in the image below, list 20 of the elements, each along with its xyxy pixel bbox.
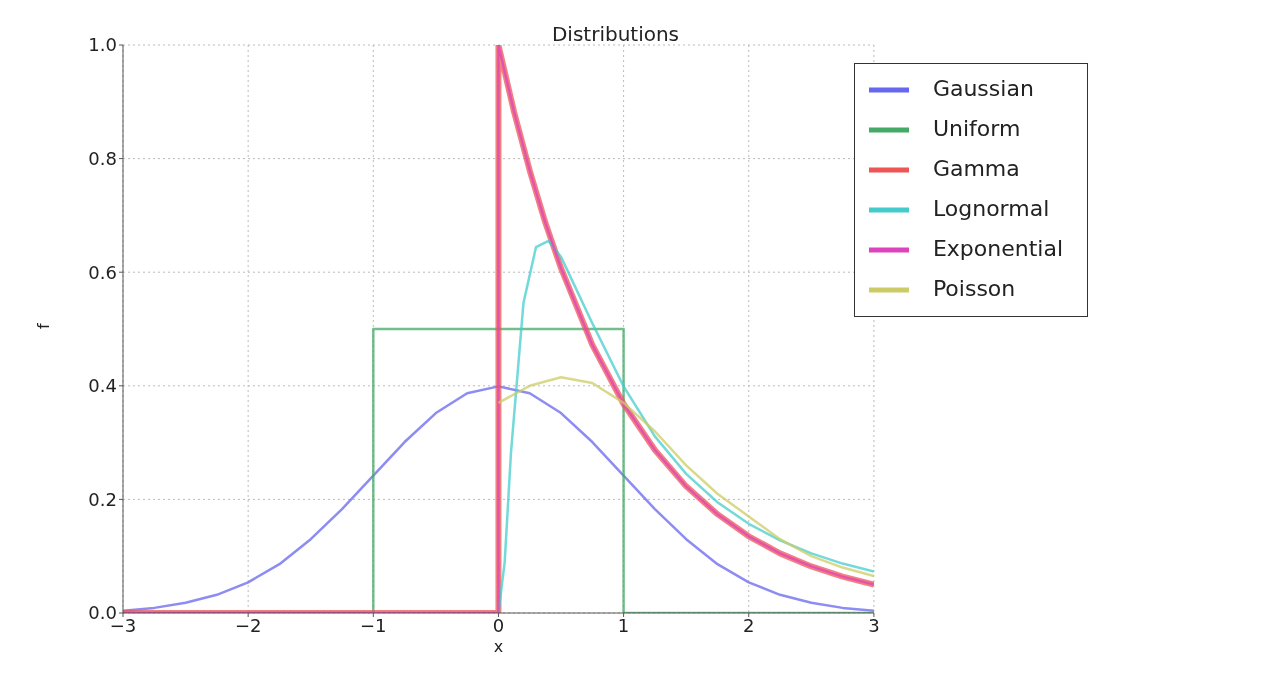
x-tick-label: 2	[743, 614, 755, 636]
x-tick-label: 0	[492, 614, 505, 636]
y-tick-label: 0.4	[88, 375, 117, 397]
legend-label: Poisson	[932, 276, 1016, 301]
legend-label: Exponential	[932, 236, 1063, 261]
x-tick-label: −1	[360, 614, 387, 636]
legend-label: Gamma	[932, 156, 1020, 181]
y-tick-label: 0.6	[88, 261, 117, 283]
chart-title: Distributions	[550, 22, 681, 46]
x-axis-title: x	[493, 637, 504, 656]
x-tick-label: 3	[868, 614, 880, 636]
legend-label: Uniform	[932, 116, 1021, 141]
legend-label: Gaussian	[932, 76, 1034, 101]
y-tick-label: 1.0	[88, 34, 117, 56]
y-tick-label: 0.8	[88, 147, 117, 169]
legend-label: Lognormal	[932, 196, 1050, 221]
y-tick-label: 0.2	[88, 488, 117, 510]
x-tick-label: −2	[234, 614, 262, 636]
y-axis-title: f	[33, 323, 53, 329]
x-tick-label: 1	[617, 614, 630, 636]
